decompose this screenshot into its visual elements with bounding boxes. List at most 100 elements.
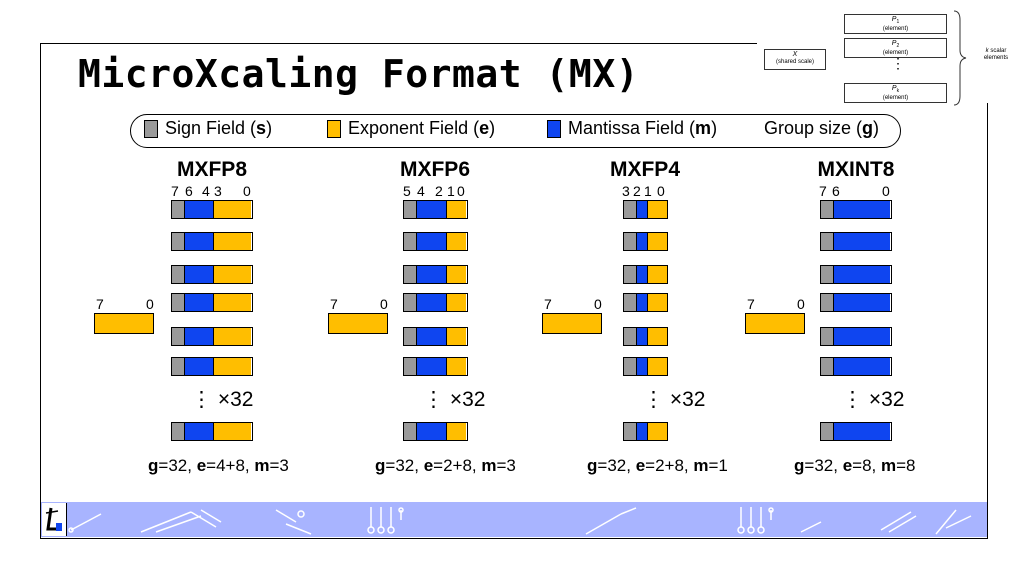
mxfp6-mantissa-field — [416, 233, 446, 250]
mxfp8-exponent-field — [212, 423, 251, 440]
mxfp6-mantissa-field — [416, 423, 446, 440]
mxfp4-sign-field — [624, 266, 636, 283]
mxint8-bit-label: 7 — [819, 183, 827, 199]
mxfp4-element-bar — [623, 265, 668, 284]
mxfp8-element-bar — [171, 357, 253, 376]
mxfp8-scale-bit-high: 7 — [96, 296, 104, 312]
mxfp8-sign-field — [172, 266, 184, 283]
mxint8-sign-field — [821, 358, 833, 375]
mxfp8-element-bar — [171, 327, 253, 346]
mxint8-config-part: e — [842, 456, 853, 475]
mxint8-config-label: g=32, e=8, m=8 — [794, 456, 916, 476]
mxint8-scale-bit-high: 7 — [747, 296, 755, 312]
legend-mantissa-close: ) — [711, 118, 718, 138]
mxfp6-exponent-field — [446, 294, 466, 311]
mxint8-mantissa-field — [833, 201, 890, 218]
mxfp4-exponent-field — [647, 423, 667, 440]
mxfp6-sign-field — [404, 266, 416, 283]
mxfp6-mantissa-field — [416, 201, 446, 218]
mxfp8-config-part: g — [148, 456, 159, 475]
mxfp8-bit-label: 6 — [185, 183, 193, 199]
mxfp8-bit-label: 3 — [214, 183, 222, 199]
mxfp6-shared-scale-bar — [328, 313, 388, 334]
mxfp6-repeat-label: ⋮ ×32 — [423, 388, 486, 411]
mxfp4-bit-label: 1 — [644, 183, 652, 199]
mxfp4-sign-field — [624, 201, 636, 218]
mxfp4-element-bar — [623, 232, 668, 251]
inset-x-var: X — [792, 51, 798, 58]
mxfp8-bit-label: 4 — [202, 183, 210, 199]
legend-mantissa-key: m — [695, 118, 712, 138]
legend-exponent-swatch — [327, 120, 341, 138]
mxfp6-config-part: g — [375, 456, 386, 475]
mxfp4-config-part: =32, — [597, 456, 636, 475]
mxint8-mantissa-field — [833, 358, 890, 375]
mxint8-config-part: =32, — [804, 456, 843, 475]
mxfp4-sign-field — [624, 358, 636, 375]
mxfp4-mantissa-field — [635, 266, 648, 283]
mxint8-sign-field — [821, 201, 833, 218]
inset-element-box-1: P1 (element) — [844, 14, 947, 34]
inset-p1-idx: 1 — [896, 19, 900, 26]
mxfp6-bit-label: 5 — [403, 183, 411, 199]
mxint8-element-bar — [820, 200, 892, 219]
mxfp6-element-bar — [403, 422, 468, 441]
mxfp4-element-bar — [623, 200, 668, 219]
mxint8-config-part: m — [881, 456, 897, 475]
mxfp4-repeat-label: ⋮ ×32 — [643, 388, 706, 411]
mxfp4-exponent-field — [647, 358, 667, 375]
mxint8-mantissa-field — [833, 423, 890, 440]
mxfp6-bit-label: 4 — [417, 183, 425, 199]
inset-pk-element: (element) — [882, 94, 909, 101]
inset-p2-idx: 2 — [896, 43, 900, 50]
mxfp6-exponent-field — [446, 233, 466, 250]
mxfp6-scale-bit-low: 0 — [380, 296, 388, 312]
mxfp4-bit-label: 2 — [633, 183, 641, 199]
legend-group-text: Group size ( — [764, 118, 863, 138]
legend-sign-swatch — [144, 120, 158, 138]
mxint8-title: MXINT8 — [817, 158, 895, 181]
inset-element-box-2: P2 (element) — [844, 38, 947, 58]
slide-frame-bottom — [40, 538, 988, 539]
mxfp8-config-part: m — [254, 456, 270, 475]
mxfp4-title: MXFP4 — [609, 158, 680, 181]
mxfp6-element-bar — [403, 327, 468, 346]
mxfp8-config-part: =3 — [269, 456, 289, 475]
mxfp4-exponent-field — [647, 201, 667, 218]
mxfp4-scale-bit-low: 0 — [594, 296, 602, 312]
mxfp8-mantissa-field — [184, 201, 213, 218]
mxint8-element-bar — [820, 422, 892, 441]
footer-band — [41, 502, 987, 537]
slide-frame-left — [40, 43, 41, 539]
mxint8-mantissa-field — [833, 233, 890, 250]
mxfp8-exponent-field — [212, 294, 251, 311]
mxfp4-mantissa-field — [635, 328, 648, 345]
mxint8-scale-bit-low: 0 — [797, 296, 805, 312]
mxfp6-exponent-field — [446, 328, 466, 345]
legend-mantissa-swatch — [547, 120, 561, 138]
mxfp4-config-part: e — [635, 456, 646, 475]
mxfp6-element-bar — [403, 265, 468, 284]
mxfp6-mantissa-field — [416, 294, 446, 311]
inset-element-box-k: Pk (element) — [844, 83, 947, 103]
inset-pk-idx: k — [896, 88, 900, 95]
mxfp8-mantissa-field — [184, 233, 213, 250]
mxfp6-config-part: m — [481, 456, 497, 475]
mxfp8-config-label: g=32, e=4+8, m=3 — [148, 456, 289, 476]
mxfp8-element-bar — [171, 422, 253, 441]
legend-sign-close: ) — [266, 118, 273, 138]
logo — [42, 503, 67, 536]
legend-exponent-key: e — [479, 118, 490, 138]
mxfp8-config-part: =4+8, — [206, 456, 255, 475]
legend-exponent-label: Exponent Field (e) — [348, 118, 495, 139]
mxfp8-shared-scale-bar — [94, 313, 154, 334]
mxfp4-sign-field — [624, 423, 636, 440]
mxfp4-config-part: g — [587, 456, 598, 475]
inset-pk-var: P — [891, 85, 897, 92]
mxint8-element-bar — [820, 265, 892, 284]
mxfp8-mantissa-field — [184, 423, 213, 440]
mxint8-bit-label: 0 — [882, 183, 890, 199]
mxint8-bit-label: 6 — [832, 183, 840, 199]
mxfp6-bit-label: 0 — [457, 183, 465, 199]
mxfp6-scale-bit-high: 7 — [330, 296, 338, 312]
